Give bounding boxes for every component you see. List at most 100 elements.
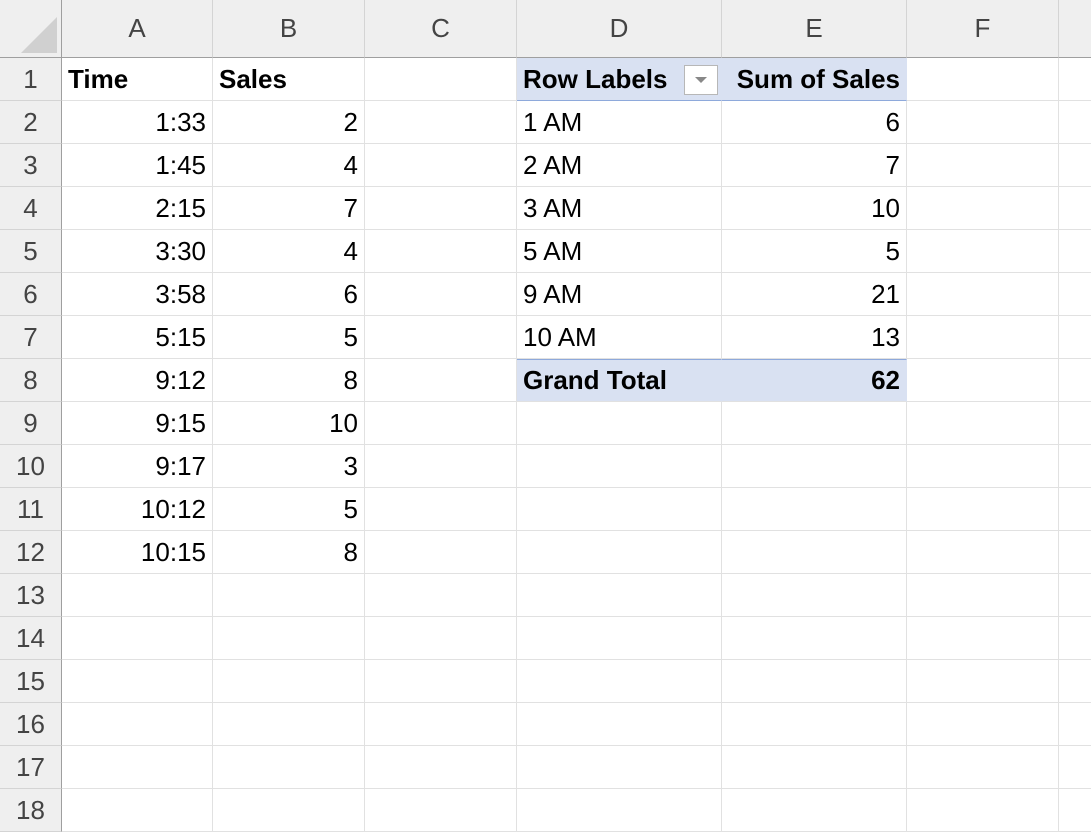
row-header-5[interactable]: 5 xyxy=(0,230,62,273)
cell[interactable] xyxy=(62,660,213,703)
cell[interactable] xyxy=(1059,273,1091,316)
column-header-c[interactable]: C xyxy=(365,0,517,58)
cell[interactable] xyxy=(907,660,1059,703)
cell[interactable] xyxy=(907,187,1059,230)
row-header-7[interactable]: 7 xyxy=(0,316,62,359)
cell[interactable] xyxy=(1059,144,1091,187)
time-cell[interactable]: 2:15 xyxy=(62,187,213,230)
cell[interactable] xyxy=(517,488,722,531)
sales-cell[interactable]: 2 xyxy=(213,101,365,144)
cell[interactable] xyxy=(1059,660,1091,703)
cell[interactable] xyxy=(1059,703,1091,746)
cell[interactable] xyxy=(907,273,1059,316)
cell[interactable] xyxy=(62,617,213,660)
cell[interactable] xyxy=(907,402,1059,445)
cell[interactable] xyxy=(907,531,1059,574)
cell[interactable] xyxy=(213,574,365,617)
pivot-sum-of-sales-header[interactable]: Sum of Sales xyxy=(722,58,907,101)
cell[interactable] xyxy=(1059,445,1091,488)
cell[interactable] xyxy=(1059,789,1091,832)
sales-cell[interactable]: 3 xyxy=(213,445,365,488)
column-header-d[interactable]: D xyxy=(517,0,722,58)
cell[interactable] xyxy=(365,58,517,101)
cell[interactable] xyxy=(365,574,517,617)
row-header-17[interactable]: 17 xyxy=(0,746,62,789)
time-cell[interactable]: 10:15 xyxy=(62,531,213,574)
cell[interactable] xyxy=(365,402,517,445)
column-header-b[interactable]: B xyxy=(213,0,365,58)
cell[interactable] xyxy=(1059,574,1091,617)
time-cell[interactable]: 3:30 xyxy=(62,230,213,273)
cell[interactable] xyxy=(213,746,365,789)
cell[interactable] xyxy=(722,789,907,832)
row-header-6[interactable]: 6 xyxy=(0,273,62,316)
cell[interactable] xyxy=(907,789,1059,832)
cell[interactable] xyxy=(62,789,213,832)
cell[interactable] xyxy=(907,703,1059,746)
cell[interactable] xyxy=(365,187,517,230)
time-cell[interactable]: 1:33 xyxy=(62,101,213,144)
cell[interactable] xyxy=(517,660,722,703)
cell[interactable] xyxy=(517,531,722,574)
cell[interactable] xyxy=(517,746,722,789)
pivot-row-value[interactable]: 5 xyxy=(722,230,907,273)
cell[interactable] xyxy=(365,144,517,187)
pivot-row-value[interactable]: 6 xyxy=(722,101,907,144)
cell[interactable] xyxy=(365,703,517,746)
time-cell[interactable]: 10:12 xyxy=(62,488,213,531)
pivot-row-label[interactable]: 9 AM xyxy=(517,273,722,316)
cell[interactable] xyxy=(1059,746,1091,789)
sales-cell[interactable]: 7 xyxy=(213,187,365,230)
row-header-11[interactable]: 11 xyxy=(0,488,62,531)
row-header-12[interactable]: 12 xyxy=(0,531,62,574)
sales-cell[interactable]: 5 xyxy=(213,488,365,531)
column-header-g[interactable] xyxy=(1059,0,1091,58)
pivot-row-label[interactable]: 10 AM xyxy=(517,316,722,359)
row-header-1[interactable]: 1 xyxy=(0,58,62,101)
sales-cell[interactable]: 5 xyxy=(213,316,365,359)
time-cell[interactable]: 9:15 xyxy=(62,402,213,445)
cell[interactable] xyxy=(517,703,722,746)
cell[interactable] xyxy=(907,144,1059,187)
cell[interactable] xyxy=(722,660,907,703)
cell[interactable] xyxy=(517,617,722,660)
cell[interactable] xyxy=(365,746,517,789)
cell[interactable] xyxy=(517,574,722,617)
pivot-row-label[interactable]: 3 AM xyxy=(517,187,722,230)
cell[interactable] xyxy=(365,445,517,488)
pivot-row-value[interactable]: 21 xyxy=(722,273,907,316)
pivot-row-value[interactable]: 13 xyxy=(722,316,907,359)
sales-cell[interactable]: 6 xyxy=(213,273,365,316)
cell[interactable] xyxy=(907,316,1059,359)
cell[interactable] xyxy=(1059,402,1091,445)
cell[interactable] xyxy=(722,746,907,789)
cell[interactable] xyxy=(1059,488,1091,531)
row-labels-filter-button[interactable] xyxy=(684,65,718,95)
cell[interactable] xyxy=(907,445,1059,488)
pivot-row-label[interactable]: 1 AM xyxy=(517,101,722,144)
cell[interactable] xyxy=(213,660,365,703)
sales-cell[interactable]: 8 xyxy=(213,531,365,574)
cell[interactable] xyxy=(907,230,1059,273)
cell[interactable] xyxy=(1059,58,1091,101)
sales-cell[interactable]: 8 xyxy=(213,359,365,402)
cell[interactable] xyxy=(1059,617,1091,660)
cell[interactable] xyxy=(365,488,517,531)
time-cell[interactable]: 3:58 xyxy=(62,273,213,316)
cell[interactable] xyxy=(213,789,365,832)
row-header-9[interactable]: 9 xyxy=(0,402,62,445)
cell[interactable] xyxy=(722,402,907,445)
cell[interactable] xyxy=(907,574,1059,617)
cell[interactable] xyxy=(907,488,1059,531)
pivot-row-value[interactable]: 7 xyxy=(722,144,907,187)
cell[interactable] xyxy=(907,101,1059,144)
time-cell[interactable]: 1:45 xyxy=(62,144,213,187)
row-header-2[interactable]: 2 xyxy=(0,101,62,144)
sales-cell[interactable]: 4 xyxy=(213,144,365,187)
pivot-grand-total-label[interactable]: Grand Total xyxy=(517,359,722,402)
select-all-button[interactable] xyxy=(0,0,62,58)
cell[interactable] xyxy=(1059,531,1091,574)
cell[interactable] xyxy=(365,617,517,660)
cell[interactable] xyxy=(517,402,722,445)
